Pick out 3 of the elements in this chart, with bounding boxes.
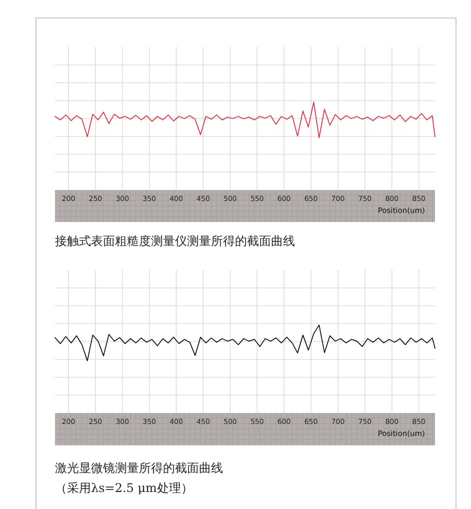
text: 激光显微镜测量所得的截面曲线 [55,461,223,475]
text: 接触式表面粗糙度测量仪测量所得的截面曲线 [55,234,295,248]
text: （采用λs=2.5 μm处理） [55,481,193,495]
